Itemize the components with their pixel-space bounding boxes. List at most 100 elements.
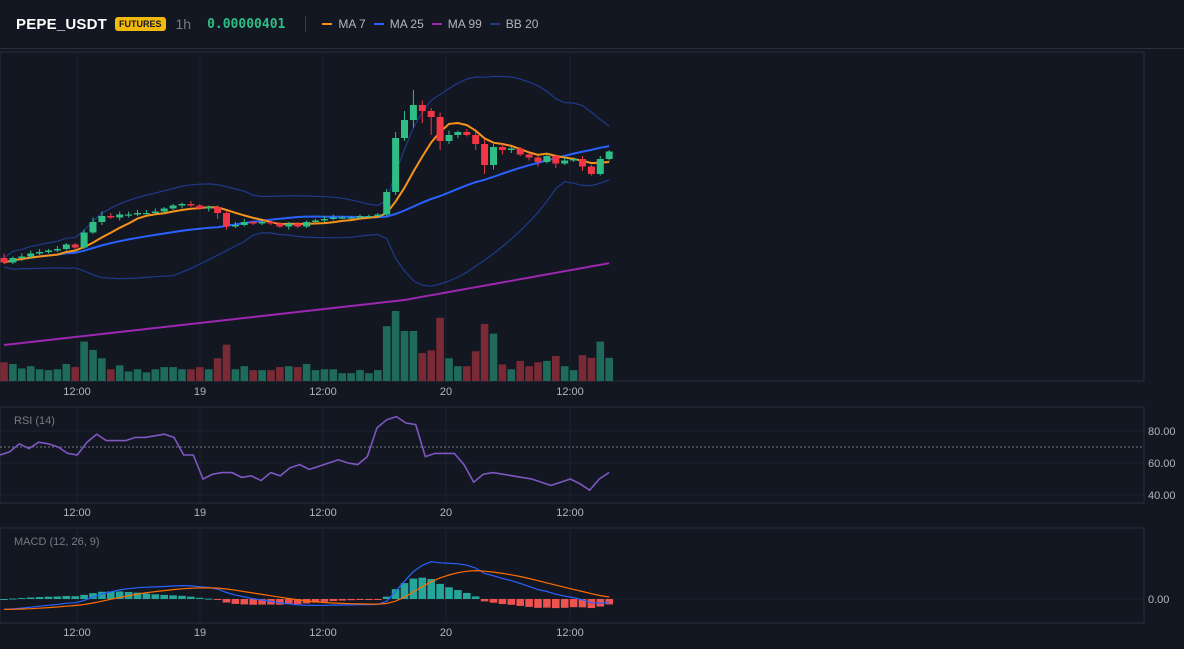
volume-bar	[133, 369, 142, 381]
volume-bar	[552, 356, 560, 381]
rsi-pane-border	[0, 406, 1145, 504]
candle-body	[303, 222, 311, 227]
candle-body	[596, 159, 604, 174]
volume-bar	[18, 368, 26, 381]
macd-histogram-bar	[151, 594, 160, 599]
candle-body	[579, 159, 586, 167]
ma25-line	[3, 145, 610, 264]
candle-body	[365, 216, 373, 218]
volume-bar	[525, 366, 533, 381]
candle-body	[258, 222, 266, 224]
candle-body	[89, 222, 97, 233]
volume-bar	[80, 341, 88, 381]
time-axis-label: 20	[440, 386, 452, 398]
macd-histogram-bar	[107, 591, 115, 599]
candle-body	[160, 208, 168, 212]
volume-bar	[578, 355, 587, 381]
ma25-swatch	[373, 23, 384, 25]
macd-histogram-bar	[436, 583, 444, 599]
volume-bar	[160, 367, 168, 381]
candle-body	[214, 207, 222, 213]
candle-body	[445, 135, 453, 141]
macd-histogram-bar	[311, 599, 320, 603]
candle-body	[9, 258, 17, 263]
candle-body	[312, 220, 319, 222]
macd-histogram-bar	[374, 599, 382, 600]
legend-label: MA 25	[389, 17, 424, 31]
candle-body	[196, 205, 204, 209]
candle-body	[187, 204, 195, 206]
candle-body	[18, 256, 26, 258]
macd-histogram-bar	[427, 579, 435, 599]
volume-bar	[347, 373, 355, 381]
legend-ma7[interactable]: MA 7	[322, 17, 366, 31]
legend-ma25[interactable]: MA 25	[373, 17, 424, 31]
candle-body	[178, 204, 186, 206]
macd-histogram-bar	[605, 599, 613, 605]
time-axis-label: 20	[440, 627, 452, 639]
volume-bar	[543, 360, 551, 381]
volume-bar	[391, 311, 400, 381]
candle-body	[418, 105, 426, 111]
candle-body	[249, 222, 257, 224]
volume-bar	[9, 364, 17, 381]
time-axis-label: 12:00	[556, 507, 584, 519]
rsi-axis-label: 60.00	[1148, 458, 1176, 470]
time-axis-label: 19	[194, 627, 206, 639]
candle-body	[561, 160, 569, 164]
macd-histogram-bar	[445, 587, 453, 599]
macd-histogram-bar	[258, 599, 266, 605]
candle-body	[27, 253, 35, 257]
volume-bar	[480, 323, 489, 381]
main-pane-border	[0, 51, 1145, 382]
candle-body	[205, 207, 213, 209]
candle-body	[80, 232, 88, 248]
volume-bar	[418, 353, 427, 381]
interval-label[interactable]: 1h	[175, 16, 192, 32]
macd-histogram-bar	[409, 578, 418, 599]
candle-body	[392, 138, 400, 192]
volume-bar	[596, 341, 605, 381]
symbol-name[interactable]: PEPE_USDT	[16, 15, 107, 33]
volume-bar	[53, 369, 62, 381]
time-axis-label: 12:00	[63, 627, 91, 639]
candle-body	[107, 216, 115, 218]
macd-histogram-bar	[293, 599, 302, 605]
volume-bar	[187, 369, 195, 381]
candle-body	[294, 223, 302, 227]
macd-histogram-bar	[276, 599, 284, 605]
candle-body	[498, 147, 506, 150]
candle-body	[285, 223, 293, 227]
legend-label: MA 99	[447, 17, 482, 31]
volume-bar	[115, 365, 124, 381]
volume-bar	[329, 369, 338, 381]
volume-bar	[142, 372, 151, 381]
macd-histogram-bar	[347, 599, 355, 601]
macd-histogram-bar	[213, 599, 222, 601]
volume-bar	[285, 366, 293, 381]
macd-histogram-bar	[356, 599, 364, 600]
volume-bar	[471, 351, 480, 381]
volume-bar	[169, 367, 177, 381]
legend-ma99[interactable]: MA 99	[431, 17, 482, 31]
bollinger-upper-line	[3, 75, 610, 259]
macd-histogram-bar	[44, 596, 53, 599]
macd-histogram-bar	[516, 599, 524, 606]
volume-bar	[231, 369, 240, 381]
macd-signal-line	[3, 569, 610, 610]
macd-histogram-bar	[329, 599, 338, 602]
candle-body	[516, 148, 524, 155]
volume-bar	[124, 371, 133, 381]
candle-body	[276, 223, 284, 227]
candle-body	[436, 117, 444, 141]
volume-bar	[436, 317, 444, 381]
bollinger-lower-line	[3, 179, 610, 287]
volume-bar	[400, 331, 409, 381]
volume-bar	[222, 344, 231, 381]
rsi-line	[0, 415, 610, 492]
legend-bb20[interactable]: BB 20	[489, 17, 538, 31]
volume-bar	[151, 369, 160, 381]
candle-body	[320, 219, 328, 221]
candle-body	[401, 120, 408, 138]
